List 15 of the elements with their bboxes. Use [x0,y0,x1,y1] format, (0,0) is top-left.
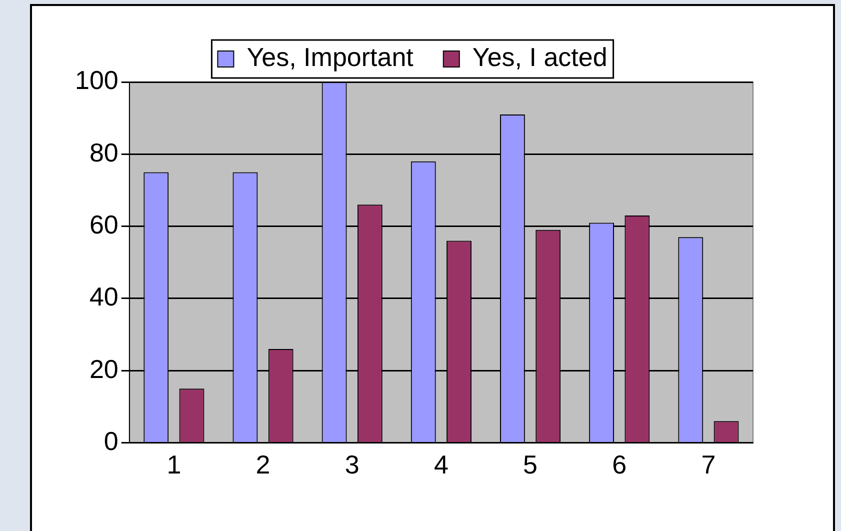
x-tick-label: 4 [434,450,448,480]
x-tick-label: 1 [166,450,182,480]
x-tick-label: 6 [612,450,627,480]
y-tick-label: 60 [89,209,118,240]
y-tick-label: 100 [74,65,118,96]
x-tick-label: 7 [701,450,716,480]
y-tick-label: 20 [89,354,118,384]
x-tick-label: 5 [523,450,538,480]
x-tick-label: 3 [344,450,360,480]
y-tick-label: 40 [89,282,118,312]
x-tick-label: 2 [256,450,270,480]
y-tick-label: 0 [104,426,118,456]
legend-label: Yes, I acted [472,42,608,72]
legend-label: Yes, Important [246,42,414,72]
y-tick-label: 80 [89,137,118,168]
